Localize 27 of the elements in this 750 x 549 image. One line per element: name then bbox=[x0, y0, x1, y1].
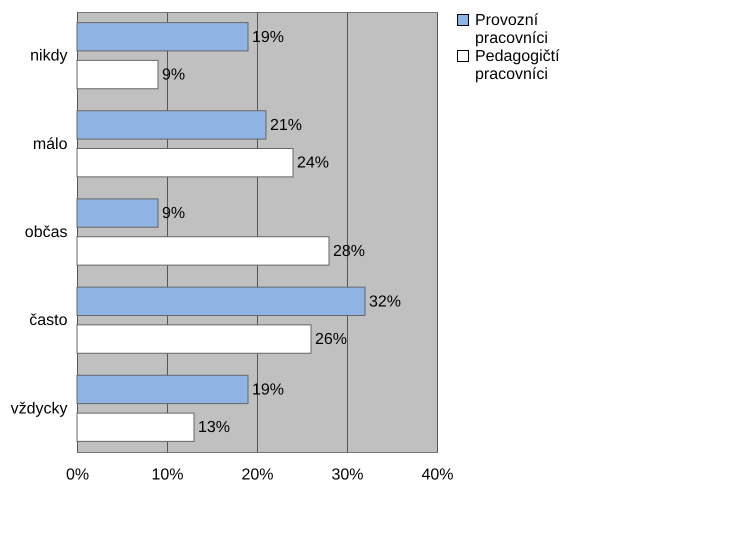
data-label: 24% bbox=[297, 154, 330, 172]
x-tick-label: 0% bbox=[66, 466, 90, 484]
data-label: 26% bbox=[315, 331, 348, 348]
y-tick-label: často bbox=[29, 312, 68, 330]
data-label: 13% bbox=[198, 419, 230, 436]
y-tick-label: málo bbox=[32, 136, 68, 153]
y-tick-label: vždycky bbox=[10, 400, 68, 418]
bar bbox=[76, 324, 312, 354]
bar bbox=[76, 198, 158, 228]
bar bbox=[76, 236, 330, 266]
x-tick-label: 20% bbox=[241, 466, 274, 484]
y-tick-label: nikdy bbox=[30, 48, 68, 65]
bar bbox=[76, 110, 266, 140]
bar bbox=[76, 60, 158, 90]
x-tick-label: 40% bbox=[421, 466, 454, 484]
bar bbox=[76, 286, 366, 316]
y-tick-label: občas bbox=[24, 224, 68, 241]
bar bbox=[76, 374, 248, 404]
bar bbox=[76, 22, 248, 52]
bar bbox=[76, 148, 294, 178]
legend-label: Pedagogičtí pracovníci bbox=[475, 48, 560, 83]
x-tick-label: 10% bbox=[151, 466, 184, 484]
legend-label: Provozní pracovníci bbox=[475, 12, 548, 47]
data-label: 32% bbox=[369, 293, 402, 310]
x-tick-label: 30% bbox=[331, 466, 364, 484]
data-label: 21% bbox=[270, 116, 302, 134]
bar bbox=[76, 412, 194, 442]
